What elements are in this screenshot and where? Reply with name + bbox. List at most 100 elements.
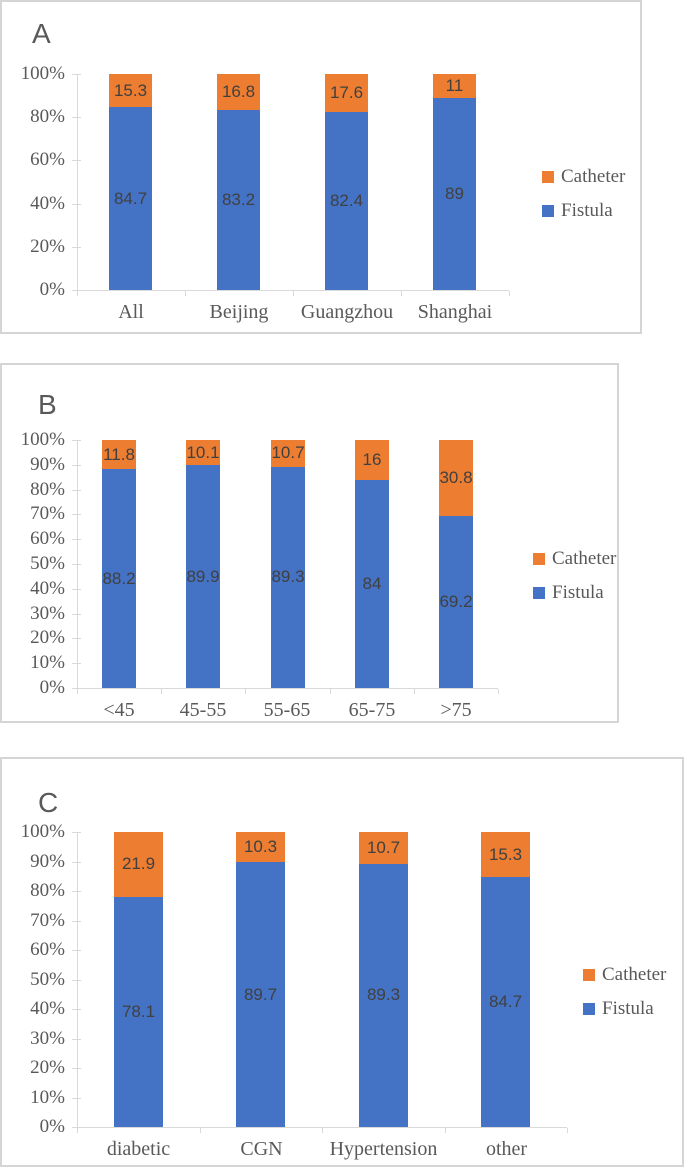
catheter-value-label: 11 — [445, 75, 464, 95]
y-tick-label: 90% — [30, 454, 65, 475]
catheter-value-label: 30.8 — [439, 468, 473, 488]
y-tick-mark — [72, 539, 81, 540]
y-tick-label: 50% — [30, 553, 65, 574]
x-category-label: Guangzhou — [300, 301, 394, 323]
legend-label: Fistula — [602, 998, 654, 1019]
segment-catheter — [325, 74, 368, 113]
segment-catheter — [271, 440, 305, 467]
bar--45: 11.8 88.2 — [102, 440, 136, 688]
x-category-label: other — [485, 1138, 528, 1160]
fistula-value-label: 84.7 — [113, 188, 148, 208]
x-category-label: <45 — [103, 699, 135, 721]
segment-catheter — [439, 440, 473, 517]
bar-cgn: 10.3 89.7 — [236, 832, 285, 1127]
y-tick-mark — [72, 290, 81, 291]
y-tick-label: 20% — [30, 627, 65, 648]
y-tick-label: 80% — [30, 880, 65, 901]
y-tick-label: 0% — [39, 279, 65, 300]
y-tick-mark — [72, 514, 81, 515]
x-category-label: CGN — [240, 1138, 283, 1160]
catheter-value-label: 15.3 — [488, 844, 523, 864]
x-tick-mark — [330, 689, 331, 694]
bar-beijing: 16.8 83.2 — [217, 74, 260, 290]
x-axis-line — [77, 290, 509, 291]
x-category-label: Hypertension — [329, 1138, 438, 1160]
y-tick-label: 0% — [39, 677, 65, 698]
segment-fistula — [271, 466, 305, 688]
chart-panel-a: A 0% 20% 40% 60% 80% 100% 15.3 84.7 All 16.8 83.2 Be… — [0, 0, 642, 334]
y-tick-mark — [72, 564, 81, 565]
y-tick-label: 40% — [30, 193, 65, 214]
fistula-value-label: 89.7 — [243, 984, 278, 1004]
fistula-value-label: 88.2 — [102, 568, 136, 588]
x-category-label: 45-55 — [179, 699, 227, 721]
y-tick-label: 80% — [30, 479, 65, 500]
y-tick-label: 10% — [30, 1087, 65, 1108]
x-axis-line — [77, 1127, 567, 1128]
y-tick-label: 60% — [30, 939, 65, 960]
segment-fistula — [186, 465, 220, 688]
segment-catheter — [109, 74, 152, 108]
y-tick-mark — [72, 832, 81, 833]
x-category-label: >75 — [440, 699, 472, 721]
y-tick-label: 70% — [30, 910, 65, 931]
y-tick-label: 60% — [30, 149, 65, 170]
x-tick-mark — [567, 1128, 568, 1133]
legend-swatch-catheter — [542, 171, 554, 183]
x-tick-mark — [401, 291, 402, 296]
bar-guangzhou: 17.6 82.4 — [325, 74, 368, 290]
catheter-value-label: 16.8 — [221, 82, 256, 102]
y-tick-mark — [72, 589, 81, 590]
y-tick-mark — [72, 204, 81, 205]
bar-diabetic: 21.9 78.1 — [114, 832, 163, 1127]
y-tick-label: 40% — [30, 998, 65, 1019]
y-tick-mark — [72, 160, 81, 161]
x-tick-mark — [161, 689, 162, 694]
y-tick-label: 60% — [30, 528, 65, 549]
legend-label: Fistula — [561, 200, 613, 221]
segment-catheter — [102, 440, 136, 470]
segment-catheter — [481, 832, 530, 878]
y-tick-label: 40% — [30, 578, 65, 599]
segment-fistula — [109, 107, 152, 290]
catheter-value-label: 17.6 — [329, 83, 364, 102]
x-tick-mark — [293, 291, 294, 296]
x-tick-mark — [245, 689, 246, 694]
segment-fistula — [359, 863, 408, 1127]
x-category-label: Beijing — [209, 301, 269, 323]
y-tick-mark — [72, 74, 81, 75]
segment-fistula — [102, 469, 136, 688]
y-tick-mark — [72, 980, 81, 981]
legend-swatch-catheter — [583, 969, 595, 981]
y-tick-mark — [72, 1098, 81, 1099]
catheter-value-label: 15.3 — [113, 80, 148, 100]
x-tick-mark — [322, 1128, 323, 1133]
segment-catheter — [359, 832, 408, 864]
segment-catheter — [186, 440, 220, 466]
legend-item-catheter: Catheter — [533, 549, 616, 569]
y-tick-mark — [72, 688, 81, 689]
segment-catheter — [355, 440, 389, 480]
fistula-value-label: 69.2 — [439, 592, 473, 612]
catheter-value-label: 21.9 — [121, 854, 156, 874]
x-tick-mark — [200, 1128, 201, 1133]
y-tick-mark — [72, 1127, 81, 1128]
fistula-value-label: 78.1 — [121, 1001, 156, 1021]
chart-panel-b: B 0% 10% 20% 30% 40% 50% 60% 70% 80% 90% 100% 11.8 88… — [0, 363, 619, 723]
legend-swatch-fistula — [533, 587, 545, 599]
segment-catheter — [217, 74, 260, 111]
fistula-value-label: 89 — [445, 183, 464, 203]
fistula-value-label: 84.7 — [488, 992, 523, 1012]
y-tick-mark — [72, 1068, 81, 1069]
x-tick-mark — [185, 291, 186, 296]
x-tick-mark — [77, 1128, 78, 1133]
x-category-label: All — [118, 301, 144, 323]
legend: Catheter Fistula — [583, 965, 666, 1033]
legend-label: Fistula — [552, 582, 604, 603]
y-tick-mark — [72, 1039, 81, 1040]
legend-label: Catheter — [561, 166, 626, 187]
legend-swatch-fistula — [583, 1003, 595, 1015]
segment-fistula — [355, 479, 389, 688]
fistula-value-label: 84 — [362, 573, 382, 593]
y-axis-line — [77, 74, 78, 290]
